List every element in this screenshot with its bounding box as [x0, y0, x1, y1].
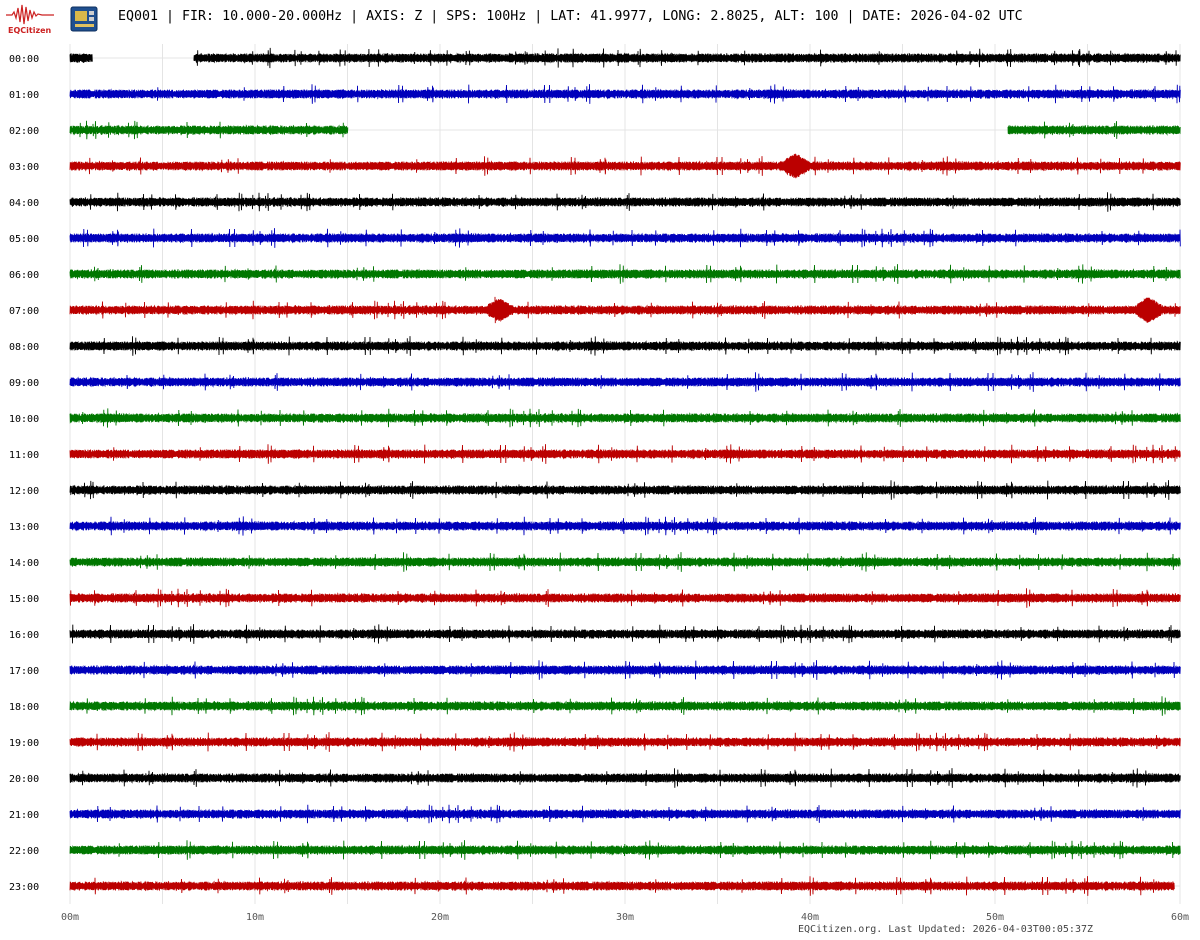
hour-label: 04:00 — [9, 198, 39, 209]
trace-0500 — [69, 228, 1181, 248]
trace-0900 — [69, 372, 1181, 392]
hour-label: 09:00 — [9, 378, 39, 389]
x-tick-label: 50m — [986, 912, 1004, 923]
trace-0000 — [193, 47, 1181, 69]
trace-2000 — [69, 768, 1181, 788]
hour-label: 16:00 — [9, 630, 39, 641]
hour-label: 15:00 — [9, 594, 39, 605]
hour-label: 10:00 — [9, 414, 39, 425]
hour-label: 07:00 — [9, 306, 39, 317]
logo-text: EQCitizen — [8, 26, 52, 35]
trace-0100 — [69, 84, 1181, 104]
trace-0200 — [69, 120, 349, 140]
trace-0800 — [69, 336, 1181, 356]
hour-label: 00:00 — [9, 54, 39, 65]
hour-label: 20:00 — [9, 774, 39, 785]
trace-1900 — [69, 732, 1181, 752]
trace-1800 — [69, 696, 1181, 716]
trace-1000 — [69, 408, 1181, 428]
hour-label: 13:00 — [9, 522, 39, 533]
trace-2300 — [69, 876, 1175, 896]
trace-2100 — [69, 804, 1181, 824]
x-tick-label: 60m — [1171, 912, 1189, 923]
header: EQCitizen EQ001 | FIR: 10.000-20.000Hz |… — [0, 0, 1200, 40]
hour-label: 21:00 — [9, 810, 39, 821]
chart-title: EQ001 | FIR: 10.000-20.000Hz | AXIS: Z |… — [118, 9, 1023, 24]
trace-1200 — [69, 480, 1181, 500]
trace-1400 — [69, 552, 1181, 572]
hour-label: 22:00 — [9, 846, 39, 857]
footer-last-updated: EQCitizen.org. Last Updated: 2026-04-03T… — [798, 924, 1094, 935]
hour-label: 19:00 — [9, 738, 39, 749]
trace-0300 — [69, 153, 1181, 179]
x-axis-ticks: 00m 10m 20m 30m 40m 50m 60m — [61, 912, 1189, 923]
x-tick-label: 30m — [616, 912, 634, 923]
seismic-traces — [69, 47, 1181, 896]
trace-0700 — [69, 296, 1181, 324]
hour-label: 18:00 — [9, 702, 39, 713]
trace-1700 — [69, 660, 1181, 680]
hour-label: 14:00 — [9, 558, 39, 569]
trace-1100 — [69, 444, 1181, 464]
sensor-board-icon — [69, 5, 99, 33]
hour-label: 11:00 — [9, 450, 39, 461]
trace-0200 — [1007, 121, 1181, 139]
hour-label: 02:00 — [9, 126, 39, 137]
hour-label: 23:00 — [9, 882, 39, 893]
x-tick-label: 20m — [431, 912, 449, 923]
hour-label: 01:00 — [9, 90, 39, 101]
x-tick-label: 00m — [61, 912, 79, 923]
hour-labels: 00:00 01:00 02:00 03:00 04:00 05:00 06:00 07:00… — [9, 54, 39, 893]
x-tick-label: 40m — [801, 912, 819, 923]
trace-1600 — [69, 624, 1181, 644]
trace-0600 — [69, 264, 1181, 284]
hour-label: 17:00 — [9, 666, 39, 677]
trace-0400 — [69, 192, 1181, 212]
seismograph-logo-icon: EQCitizen — [4, 2, 58, 36]
trace-1300 — [69, 516, 1181, 536]
hour-label: 06:00 — [9, 270, 39, 281]
hour-label: 08:00 — [9, 342, 39, 353]
hour-label: 05:00 — [9, 234, 39, 245]
trace-1500 — [69, 588, 1181, 608]
x-tick-label: 10m — [246, 912, 264, 923]
hour-label: 03:00 — [9, 162, 39, 173]
trace-0000 — [69, 53, 93, 64]
hour-label: 12:00 — [9, 486, 39, 497]
trace-2200 — [69, 840, 1181, 860]
